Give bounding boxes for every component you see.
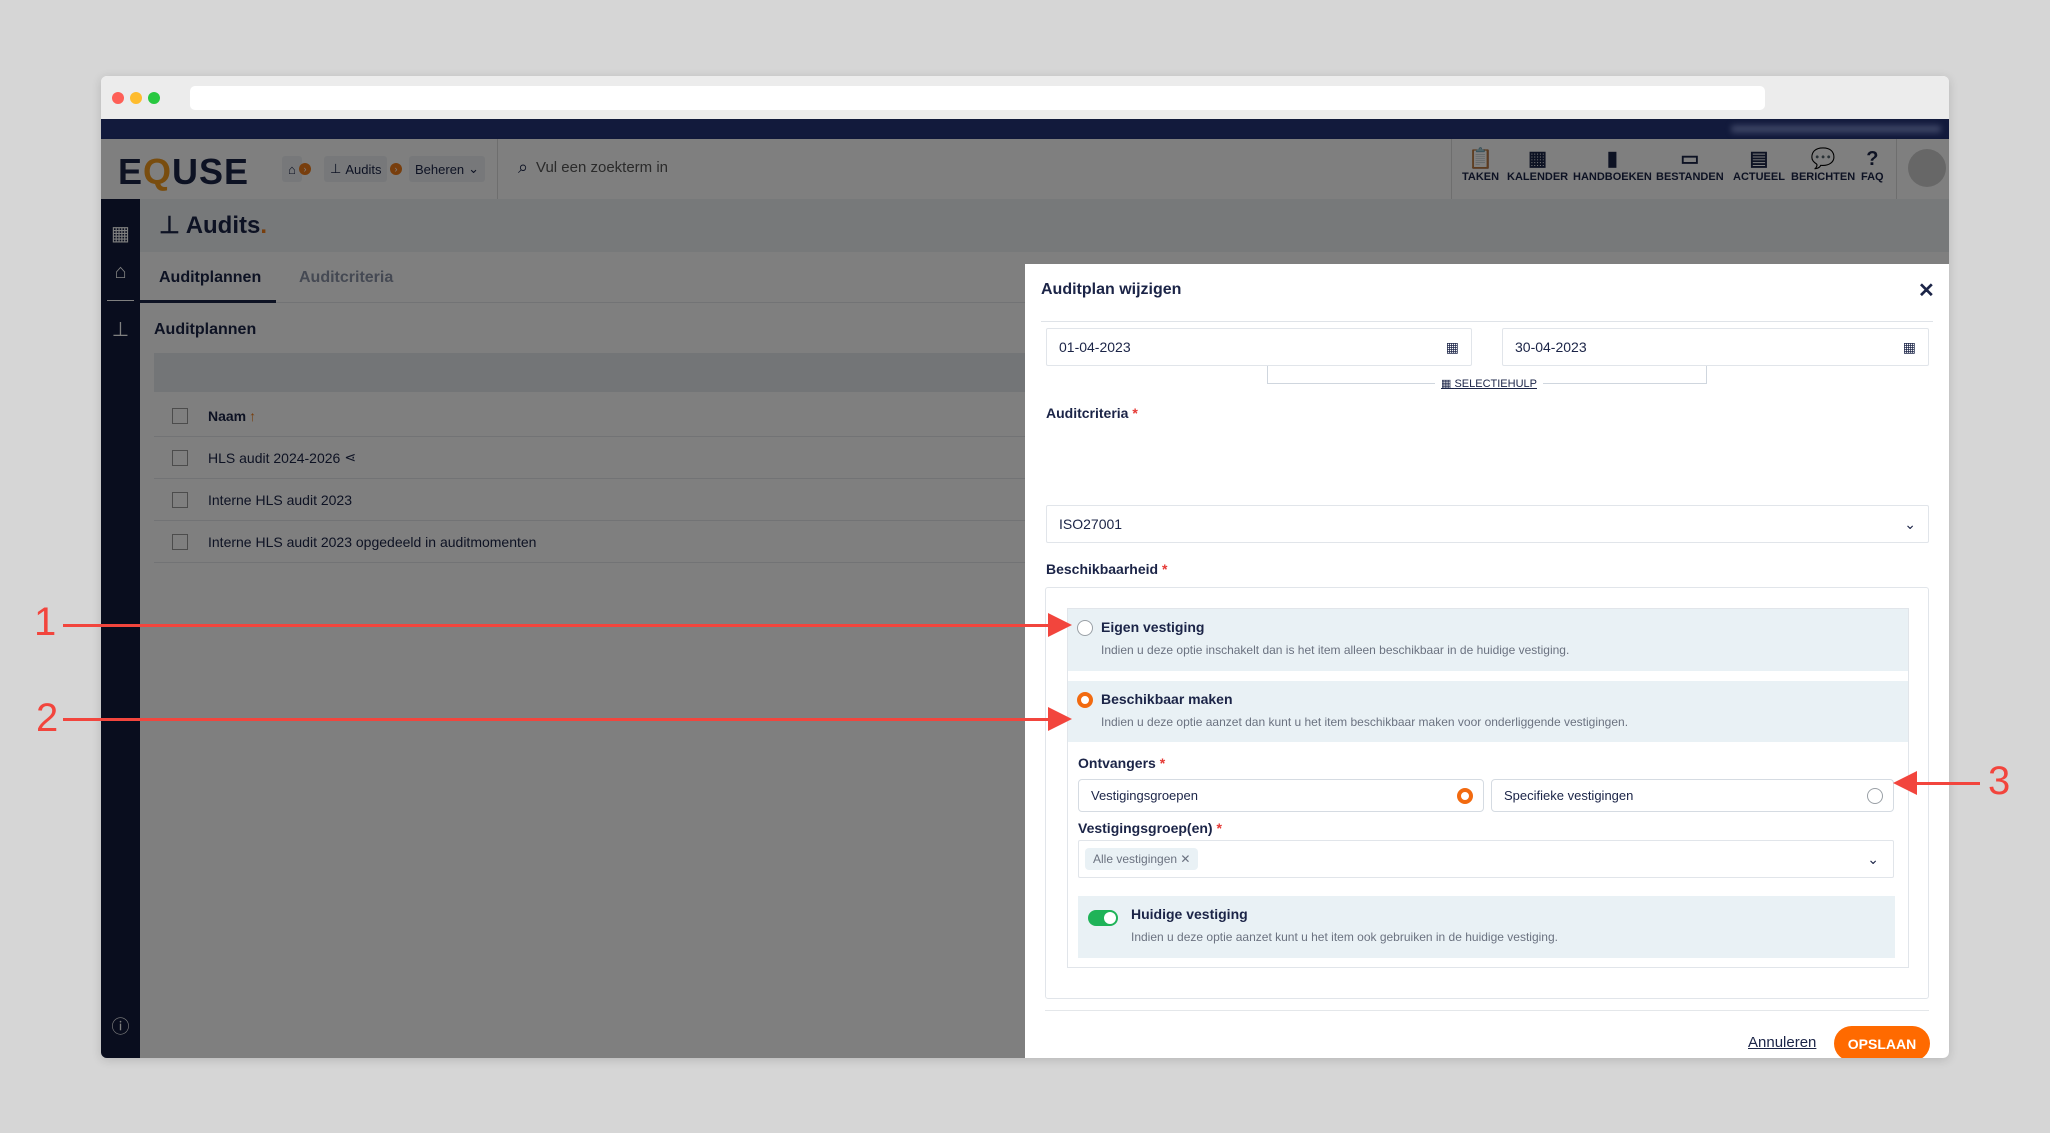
divider [1041, 321, 1933, 322]
annotation-arrow-3 [1916, 782, 1980, 785]
auditcriteria-label: Auditcriteria * [1046, 405, 1138, 421]
arrowhead-icon [1893, 771, 1917, 795]
radio-eigen-vestiging[interactable] [1077, 620, 1093, 636]
modal-title: Auditplan wijzigen [1041, 281, 1182, 298]
calendar-icon[interactable]: ▦ [1445, 338, 1459, 355]
annotation-arrow-1 [63, 624, 1053, 627]
cancel-button[interactable]: Annuleren [1748, 1034, 1817, 1051]
blurred-user-info [1731, 125, 1941, 133]
beschikbaarheid-group: Eigen vestiging Indien u deze optie insc… [1045, 587, 1929, 999]
annotation-3: 3 [1988, 759, 2011, 803]
radio-vestigingsgroepen[interactable] [1457, 788, 1473, 804]
maximize-window-button[interactable] [148, 92, 160, 104]
arrowhead-icon [1048, 613, 1072, 637]
ontvanger-specifieke-vestigingen[interactable]: Specifieke vestigingen [1491, 779, 1894, 812]
selectiehulp-link[interactable]: ▦ SELECTIEHULP [1435, 377, 1543, 390]
chevron-down-icon: ⌄ [1904, 515, 1916, 532]
close-icon[interactable]: ✕ [1918, 280, 1935, 302]
calendar-icon[interactable]: ▦ [1902, 338, 1916, 355]
vestigingsgroepen-label: Vestigingsgroep(en) * [1078, 820, 1222, 836]
start-date-input[interactable]: 01-04-2023 ▦ [1046, 328, 1472, 366]
ontvanger-vestigingsgroepen[interactable]: Vestigingsgroepen [1078, 779, 1484, 812]
radio-beschikbaar-maken[interactable] [1077, 692, 1093, 708]
option-beschikbaar-maken[interactable]: Beschikbaar maken Indien u deze optie aa… [1068, 681, 1908, 742]
huidige-vestiging-option: Huidige vestiging Indien u deze optie aa… [1078, 896, 1895, 958]
browser-titlebar [101, 76, 1949, 119]
minimize-window-button[interactable] [130, 92, 142, 104]
footer-divider [1045, 1010, 1929, 1011]
top-strip [101, 119, 1949, 139]
auditcriteria-select[interactable]: ISO27001 ⌄ [1046, 505, 1929, 543]
annotation-arrow-2 [63, 718, 1053, 721]
arrowhead-icon [1048, 707, 1072, 731]
end-date-input[interactable]: 30-04-2023 ▦ [1502, 328, 1929, 366]
beschikbaarheid-options: Eigen vestiging Indien u deze optie insc… [1067, 608, 1909, 968]
radio-specifieke-vestigingen[interactable] [1867, 788, 1883, 804]
ontvangers-label: Ontvangers * [1078, 755, 1166, 771]
calendar-icon: ▦ [1441, 378, 1455, 390]
option-eigen-vestiging[interactable]: Eigen vestiging Indien u deze optie insc… [1068, 609, 1908, 671]
selected-chip: Alle vestigingen ✕ [1085, 848, 1199, 870]
chevron-down-icon[interactable]: ⌄ [1867, 850, 1879, 867]
vestigingsgroepen-multiselect[interactable]: Alle vestigingen ✕ ⌄ [1078, 840, 1894, 878]
save-button[interactable]: OPSLAAN [1834, 1026, 1930, 1058]
huidige-vestiging-toggle[interactable] [1088, 910, 1118, 926]
annotation-2: 2 [36, 696, 59, 740]
beschikbaarheid-label: Beschikbaarheid * [1046, 561, 1168, 577]
annotation-1: 1 [34, 600, 57, 644]
close-window-button[interactable] [112, 92, 124, 104]
remove-chip-icon[interactable]: ✕ [1180, 852, 1191, 866]
browser-window: EQUSE ⌂ › ⊥Audits › Beheren⌄ ⌕ Vul een z… [101, 76, 1949, 1058]
edit-auditplan-modal: Auditplan wijzigen ✕ 01-04-2023 ▦ 30-04-2… [1025, 264, 1949, 1058]
address-bar[interactable] [190, 86, 1765, 110]
